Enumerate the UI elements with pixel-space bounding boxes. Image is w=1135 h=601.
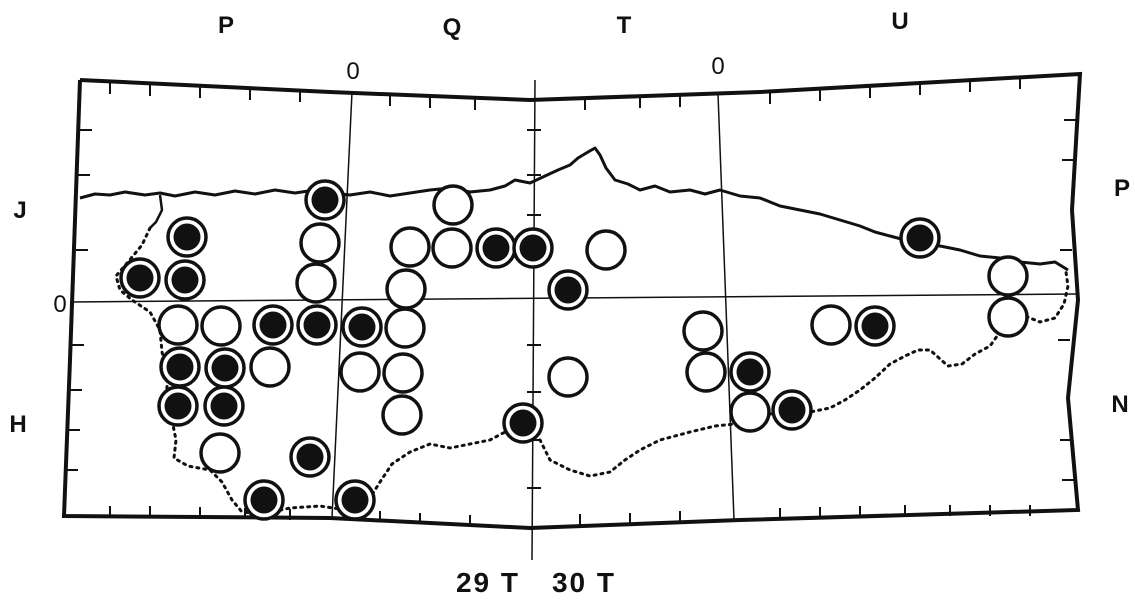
estuary-inlet	[149, 194, 164, 229]
filled-circle	[157, 385, 199, 427]
filled-circle	[203, 385, 245, 427]
filled-circle	[119, 257, 161, 299]
occurrence-markers	[119, 179, 1029, 521]
filled-circle	[854, 305, 896, 347]
zero-label-top-right: 0	[711, 53, 724, 80]
filled-circle	[502, 402, 544, 444]
zone-label-29t: 29 T	[456, 567, 520, 598]
open-circle	[547, 356, 589, 398]
grid-label-j-left: J	[13, 197, 26, 224]
filled-circle	[204, 347, 246, 389]
filled-circle	[547, 269, 589, 311]
filled-circle	[475, 227, 517, 269]
grid-label-p-right: P	[1114, 175, 1130, 202]
grid-label-t-top: T	[617, 12, 632, 39]
filled-circle	[166, 216, 208, 258]
open-circle	[810, 304, 852, 346]
grid-label-q-top: Q	[443, 14, 462, 41]
open-circle	[249, 346, 291, 388]
zero-label-top-left: 0	[346, 58, 359, 85]
filled-circle	[296, 304, 338, 346]
open-circle	[382, 352, 424, 394]
grid-label-u-top: U	[891, 8, 908, 35]
filled-circle	[289, 436, 331, 478]
open-circle	[200, 305, 242, 347]
open-circle	[729, 391, 771, 433]
open-circle	[157, 304, 199, 346]
filled-circle	[164, 259, 206, 301]
open-circle	[384, 307, 426, 349]
open-circle	[685, 351, 727, 393]
open-circle	[432, 184, 474, 226]
zero-label-left: 0	[53, 291, 66, 318]
filled-circle	[771, 389, 813, 431]
open-circle	[987, 255, 1029, 297]
filled-circle	[252, 304, 294, 346]
grid-label-p-top: P	[218, 12, 234, 39]
open-circle	[682, 310, 724, 352]
filled-circle	[159, 346, 201, 388]
filled-circle	[341, 306, 383, 348]
map-frame	[61, 71, 1083, 531]
open-circle	[381, 394, 423, 436]
filled-circle	[729, 351, 771, 393]
grid-label-n-right: N	[1111, 391, 1128, 418]
grid-label-h-left: H	[9, 411, 26, 438]
filled-circle	[899, 217, 941, 259]
open-circle	[299, 222, 341, 264]
filled-circle	[304, 179, 346, 221]
open-circle	[199, 432, 241, 474]
filled-circle	[243, 479, 285, 521]
open-circle	[339, 351, 381, 393]
coastline	[79, 146, 1069, 272]
filled-circle	[334, 479, 376, 521]
open-circle	[385, 268, 427, 310]
open-circle	[431, 227, 473, 269]
open-circle	[585, 229, 627, 271]
filled-circle	[512, 227, 554, 269]
open-circle	[389, 226, 431, 268]
zone-label-30t: 30 T	[552, 567, 616, 598]
open-circle	[987, 296, 1029, 338]
frame-ticks	[66, 77, 1076, 526]
open-circle	[295, 262, 337, 304]
